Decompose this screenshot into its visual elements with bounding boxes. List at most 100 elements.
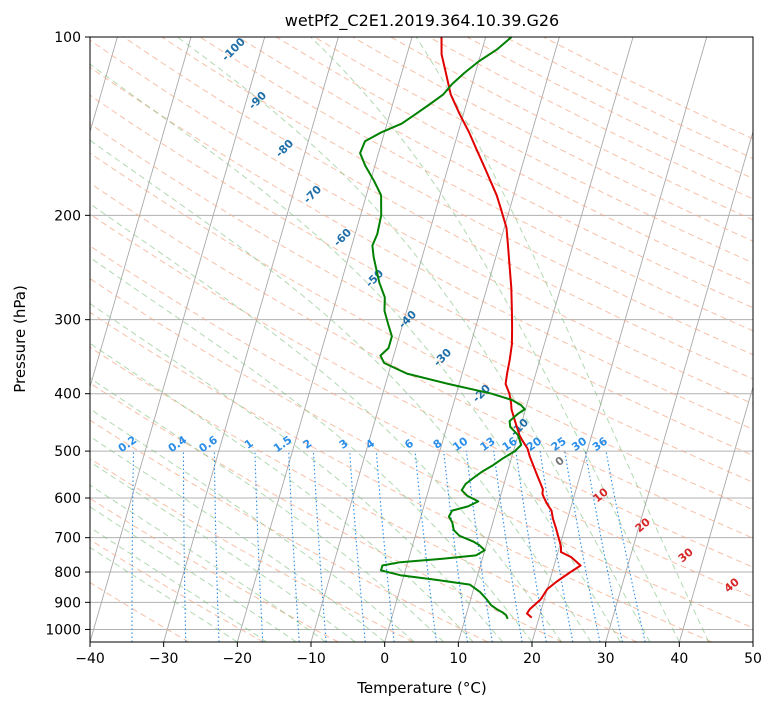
- dry-adiabat: [90, 581, 190, 642]
- mixing-ratio-label: 0.1: [69, 433, 92, 455]
- mixing-ratio-line: [465, 451, 493, 642]
- isotherm-line: [90, 37, 266, 642]
- y-tick-label: 200: [54, 208, 81, 224]
- y-tick-label: 800: [54, 565, 81, 581]
- mixing-ratio-line: [82, 451, 87, 642]
- moist-adiabat: [310, 37, 680, 642]
- dry-adiabats: [90, 37, 753, 642]
- dry-adiabat-label: -30: [431, 346, 454, 369]
- moist-adiabat-label: 0: [553, 454, 567, 469]
- plot-area: 0.1 0.2 0.4 0.6 1 1.5 2 3 4 6 8 10 13 16 20 25 30 36-100-…: [69, 35, 753, 642]
- x-tick-label: 20: [523, 651, 541, 667]
- mixing-ratio-line: [515, 451, 547, 642]
- moist-adiabat: [90, 256, 533, 642]
- dry-adiabat-label: -60: [331, 226, 354, 249]
- isotherm-line: [90, 37, 192, 389]
- dry-adiabat-label: -70: [301, 183, 324, 206]
- y-tick-label: 300: [54, 313, 81, 329]
- x-tick-label: −40: [75, 651, 105, 667]
- moist-adiabats: [90, 37, 710, 642]
- dry-adiabat: [90, 213, 753, 568]
- mixing-ratio-label: 0.4: [166, 433, 190, 455]
- mixing-ratio-line: [414, 451, 437, 642]
- dry-adiabat: [90, 278, 753, 629]
- moist-adiabat: [415, 37, 710, 642]
- x-tick-label: 50: [744, 651, 762, 667]
- moist-adiabat: [90, 342, 474, 642]
- dry-adiabat-label: -100: [219, 35, 248, 64]
- dry-adiabat: [90, 539, 264, 642]
- moist-adiabat-label: 20: [633, 515, 653, 535]
- moist-adiabat: [90, 377, 444, 642]
- mixing-ratio-line: [312, 451, 327, 642]
- isotherm-line: [752, 640, 753, 642]
- temperature-profile-line: [440, 37, 582, 619]
- dry-adiabat: [90, 419, 488, 642]
- moist-adiabat: [90, 546, 238, 642]
- isotherm-line: [236, 37, 413, 642]
- x-axis-label: Temperature (°C): [356, 679, 486, 697]
- dry-adiabat: [123, 37, 753, 380]
- mixing-ratio-line: [539, 451, 574, 642]
- dry-adiabat: [275, 37, 753, 286]
- mixing-ratio-line: [564, 451, 601, 642]
- dry-adiabat: [90, 245, 753, 598]
- y-axis-ticks: 100 200 300 400 500 600 700 800 900 1000: [45, 30, 90, 638]
- dry-adiabat: [352, 37, 753, 242]
- background-line-labels: 0.1 0.2 0.4 0.6 1 1.5 2 3 4 6 8 10 13 16 20 25 30 36-100-…: [69, 35, 742, 595]
- x-axis-ticks: −40 −30 −20 −10 0 10 20 30 40 50: [75, 642, 762, 667]
- x-tick-label: 10: [449, 651, 467, 667]
- mixing-ratio-label: 1.5: [271, 433, 294, 455]
- mixing-ratio-line: [493, 451, 523, 642]
- dry-adiabat: [90, 123, 753, 483]
- moist-adiabat-label: 30: [676, 545, 696, 565]
- moist-adiabat: [177, 37, 651, 642]
- dry-adiabat: [90, 94, 753, 457]
- dry-adiabat: [90, 497, 339, 642]
- mixing-ratio-label: 8: [431, 437, 445, 452]
- dry-adiabat-label: -90: [246, 89, 269, 112]
- moist-adiabat: [90, 139, 592, 642]
- moist-adiabat: [90, 484, 326, 642]
- dry-adiabat-label: -50: [363, 267, 386, 290]
- y-tick-label: 500: [54, 444, 81, 460]
- isotherm-line: [531, 37, 708, 642]
- y-tick-label: 900: [54, 595, 81, 611]
- dry-adiabat: [90, 152, 753, 511]
- y-tick-label: 400: [54, 387, 81, 403]
- mixing-ratio-label: 2: [301, 437, 315, 452]
- y-axis-label: Pressure (hPa): [11, 285, 29, 393]
- moist-adiabat-label: 40: [722, 575, 742, 595]
- mixing-ratio-label: 0.2: [116, 433, 139, 455]
- dry-adiabat: [90, 458, 414, 642]
- moist-adiabat: [90, 461, 356, 642]
- mixing-ratio-line: [349, 451, 366, 642]
- mixing-ratio-line: [375, 451, 395, 642]
- isotherm-line: [384, 37, 560, 642]
- pressure-gridlines: [90, 37, 753, 630]
- dry-adiabat: [237, 37, 753, 309]
- x-tick-label: −10: [296, 651, 326, 667]
- y-tick-label: 700: [54, 531, 81, 547]
- mixing-ratio-label: 0.6: [197, 433, 221, 455]
- chart-title: wetPf2_C2E1.2019.364.10.39.G26: [285, 11, 559, 31]
- moist-adiabat-label: 10: [591, 485, 611, 505]
- dry-adiabat: [543, 37, 753, 140]
- mixing-ratio-lines: [82, 450, 646, 642]
- mixing-ratio-line: [131, 451, 135, 642]
- x-tick-label: 40: [670, 651, 688, 667]
- dewpoint-profile-line: [359, 37, 526, 620]
- moist-adiabat: [90, 302, 503, 642]
- x-tick-label: −20: [223, 651, 253, 667]
- dry-adiabat: [199, 37, 753, 332]
- mixing-ratio-label: 6: [402, 437, 416, 452]
- moist-adiabat: [90, 526, 268, 642]
- dry-adiabat: [390, 37, 753, 221]
- isotherm-line: [678, 385, 753, 642]
- profile-series: [359, 37, 582, 620]
- dry-adiabat-label: -80: [273, 137, 296, 160]
- y-tick-label: 100: [54, 30, 81, 46]
- x-tick-label: 0: [380, 651, 389, 667]
- isotherm-line: [163, 37, 339, 642]
